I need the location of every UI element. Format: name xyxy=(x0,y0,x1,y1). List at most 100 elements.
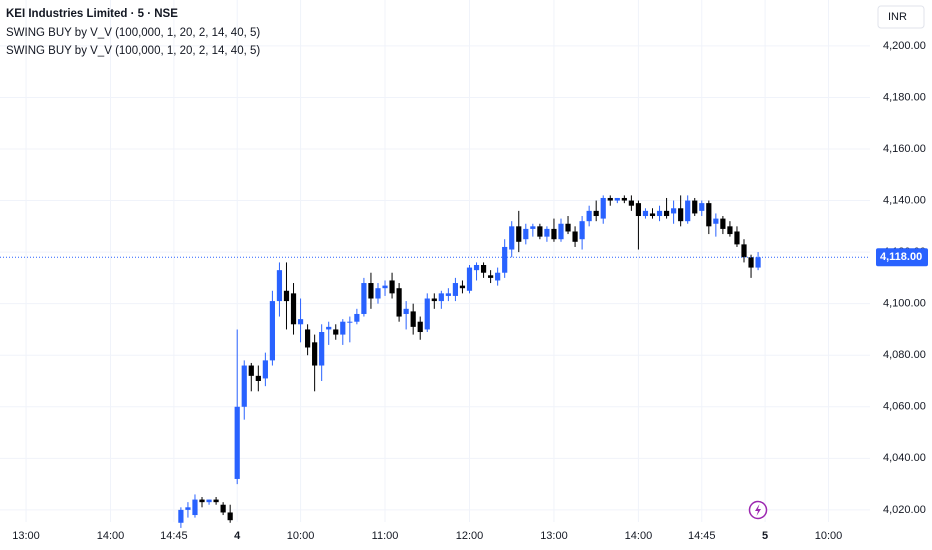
candle-body xyxy=(255,375,261,381)
candle-body xyxy=(614,197,620,201)
candle-body xyxy=(269,301,276,361)
candle-body xyxy=(748,257,754,268)
candle-body xyxy=(213,499,219,503)
candle-body xyxy=(234,406,240,479)
candle-body xyxy=(741,244,747,258)
candle-body xyxy=(678,208,684,222)
candle-body xyxy=(241,365,247,407)
x-tick-label: 10:00 xyxy=(815,530,843,542)
candle-body xyxy=(290,293,297,325)
currency[interactable]: INR xyxy=(888,11,907,23)
candle-body xyxy=(656,210,663,217)
candle-body xyxy=(297,319,304,325)
candle-body xyxy=(199,499,205,503)
candle-body xyxy=(347,321,353,323)
candle-body xyxy=(361,283,367,314)
alert-icon[interactable] xyxy=(748,500,768,520)
last-price-label: 4,118.00 xyxy=(880,251,922,263)
indicator-label[interactable]: SWING BUY by V_V (100,000, 1, 20, 2, 14,… xyxy=(6,27,260,39)
candle-body xyxy=(516,226,522,242)
currency-box[interactable] xyxy=(877,5,925,29)
candle-body xyxy=(192,499,198,516)
candle-body xyxy=(565,223,571,232)
candle-body xyxy=(312,342,318,366)
candle-body xyxy=(579,221,585,240)
candle-body xyxy=(389,280,395,294)
candle-body xyxy=(178,509,184,523)
candle-body xyxy=(276,270,283,302)
candle-body xyxy=(586,210,592,222)
candle-body xyxy=(368,283,374,299)
candle-body xyxy=(558,223,564,240)
chart-title: KEI Industries Limited · 5 · NSE xyxy=(6,8,178,20)
y-tick-label: 4,080.00 xyxy=(883,349,926,361)
candle-body xyxy=(424,298,430,330)
candle-body xyxy=(706,203,712,227)
candle-body xyxy=(333,329,339,335)
x-tick-label: 14:45 xyxy=(160,530,188,542)
candle-body xyxy=(509,226,515,250)
y-tick-label: 4,180.00 xyxy=(883,91,926,103)
y-tick-label: 4,100.00 xyxy=(883,298,926,310)
candle-body xyxy=(720,218,726,229)
candle-body xyxy=(593,210,599,217)
y-tick-label: 4,060.00 xyxy=(883,401,926,413)
candle-body xyxy=(713,218,719,224)
candle-body xyxy=(488,275,494,278)
candle-body xyxy=(319,332,325,366)
candle-body xyxy=(692,200,698,214)
x-tick-label: 14:45 xyxy=(688,530,716,542)
candle-body xyxy=(403,308,409,314)
candle-body xyxy=(227,512,233,521)
candle-body xyxy=(642,210,649,217)
candle-body xyxy=(607,197,613,201)
candle-body xyxy=(438,293,444,302)
candle-body xyxy=(502,246,508,273)
x-tick-label: 4 xyxy=(234,530,241,542)
candle-body xyxy=(480,264,487,273)
candle-body xyxy=(459,285,466,289)
axes: 4,020.00 4,040.00 4,060.00 4,080.00 4,100.00… xyxy=(0,40,928,542)
y-tick-label: 4,040.00 xyxy=(883,452,926,464)
candle-body xyxy=(734,231,740,245)
candle-body xyxy=(283,290,290,302)
candle-body xyxy=(551,228,557,240)
y-tick-label: 4,200.00 xyxy=(883,40,926,52)
x-tick-label: 14:00 xyxy=(625,530,653,542)
candle-body xyxy=(628,200,634,206)
candle-body xyxy=(326,326,332,330)
last-price-box xyxy=(876,248,928,267)
x-tick-label: 11:00 xyxy=(372,530,399,542)
candle-body xyxy=(755,257,761,268)
candle-body xyxy=(185,507,191,510)
candle-body xyxy=(262,360,268,379)
candle-body xyxy=(727,226,733,235)
candle-body xyxy=(495,272,501,281)
candle-body xyxy=(699,203,705,211)
candle-body xyxy=(431,298,437,302)
candle-body xyxy=(685,200,691,222)
alert-bolt[interactable] xyxy=(755,504,761,516)
y-tick-label: 4,020.00 xyxy=(883,504,926,516)
candle-body xyxy=(523,228,529,240)
candle-body xyxy=(649,213,656,217)
candle-body xyxy=(530,226,536,229)
indicator-label[interactable]: SWING BUY by V_V (100,000, 1, 20, 2, 14,… xyxy=(6,45,260,57)
candle-body xyxy=(544,228,550,237)
candle-body xyxy=(220,504,226,513)
candle-body xyxy=(466,267,473,291)
y-tick-label: 4,160.00 xyxy=(883,143,926,155)
candle-body xyxy=(537,226,543,237)
candle-body xyxy=(375,288,381,299)
x-tick-label: 13:00 xyxy=(12,530,40,542)
candle-body xyxy=(621,197,627,201)
x-tick-label: 12:00 xyxy=(456,530,484,542)
candle-body xyxy=(452,283,459,296)
x-tick-label: 13:00 xyxy=(540,530,568,542)
candle-body xyxy=(382,285,388,289)
candle-body xyxy=(248,365,254,376)
y-tick-label: 4,140.00 xyxy=(883,194,926,206)
